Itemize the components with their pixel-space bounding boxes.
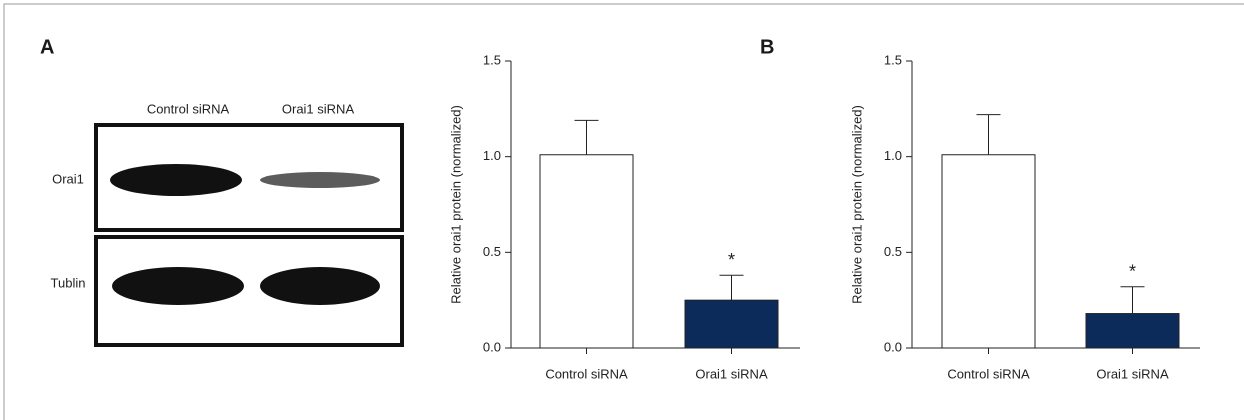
band — [110, 164, 242, 196]
y-tick-label: 1.0 — [483, 148, 501, 163]
western-blot: Control siRNA Orai1 siRNA Orai1 Tublin — [51, 101, 402, 345]
y-tick-label: 1.5 — [884, 52, 902, 67]
bar — [942, 155, 1035, 348]
y-axis-label: Relative orai1 protein (normalized) — [849, 105, 864, 304]
bar — [685, 300, 778, 348]
bar — [540, 155, 633, 348]
significance-marker: * — [728, 250, 735, 270]
panel-label: B — [760, 36, 774, 58]
lane-label: Control siRNA — [147, 101, 230, 116]
y-tick-label: 0.0 — [483, 339, 501, 354]
band — [260, 267, 380, 305]
band — [260, 172, 380, 188]
bar — [1086, 314, 1179, 348]
y-tick-label: 0.5 — [884, 244, 902, 259]
y-tick-label: 0.0 — [884, 339, 902, 354]
panel-label: A — [40, 36, 54, 58]
x-tick-label: Control siRNA — [947, 366, 1030, 381]
row-label: Orai1 — [52, 171, 84, 186]
y-tick-label: 1.5 — [483, 52, 501, 67]
y-tick-label: 0.5 — [483, 244, 501, 259]
band — [112, 267, 244, 305]
x-tick-label: Control siRNA — [545, 366, 628, 381]
row-label: Tublin — [51, 275, 86, 290]
figure: A B Control siRNA Orai1 siRNA Orai1 Tubl… — [0, 0, 1244, 420]
y-axis-label: Relative orai1 protein (normalized) — [448, 105, 463, 304]
x-tick-label: Orai1 siRNA — [695, 366, 768, 381]
y-tick-label: 1.0 — [884, 148, 902, 163]
significance-marker: * — [1129, 262, 1136, 282]
x-tick-label: Orai1 siRNA — [1096, 366, 1169, 381]
lane-label: Orai1 siRNA — [282, 101, 355, 116]
